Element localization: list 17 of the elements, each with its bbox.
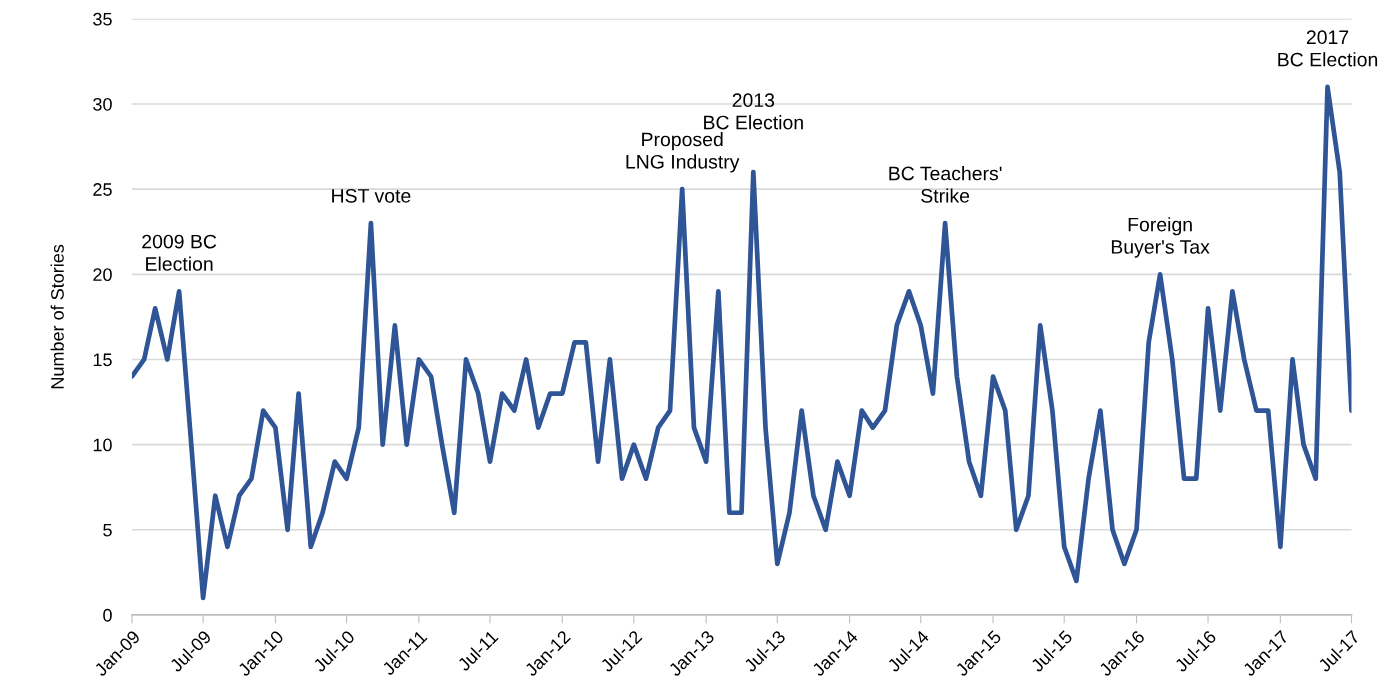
annotation: 2009 BC Election (142, 234, 217, 271)
annotation: Foreign Buyer's Tax (1111, 217, 1210, 258)
y-tick-label: 10 (93, 438, 112, 452)
y-tick-label: 5 (103, 523, 112, 537)
y-tick-label: 30 (93, 97, 112, 111)
y-axis-title: Number of Stories (50, 244, 64, 389)
annotation: BC Teachers' Strike (889, 166, 1002, 203)
annotation: 2013 BC Election (704, 93, 803, 130)
y-tick-label: 35 (93, 12, 112, 26)
y-tick-label: 15 (93, 353, 112, 367)
y-tick-label: 0 (103, 608, 112, 622)
line-series (131, 84, 1352, 601)
annotation: Proposed LNG Industry (626, 132, 740, 173)
y-tick-label: 25 (93, 183, 112, 196)
y-tick-label: 20 (93, 268, 112, 282)
annotation: 2017 BC Election (1278, 30, 1378, 67)
annotation: HST vote (332, 188, 411, 203)
